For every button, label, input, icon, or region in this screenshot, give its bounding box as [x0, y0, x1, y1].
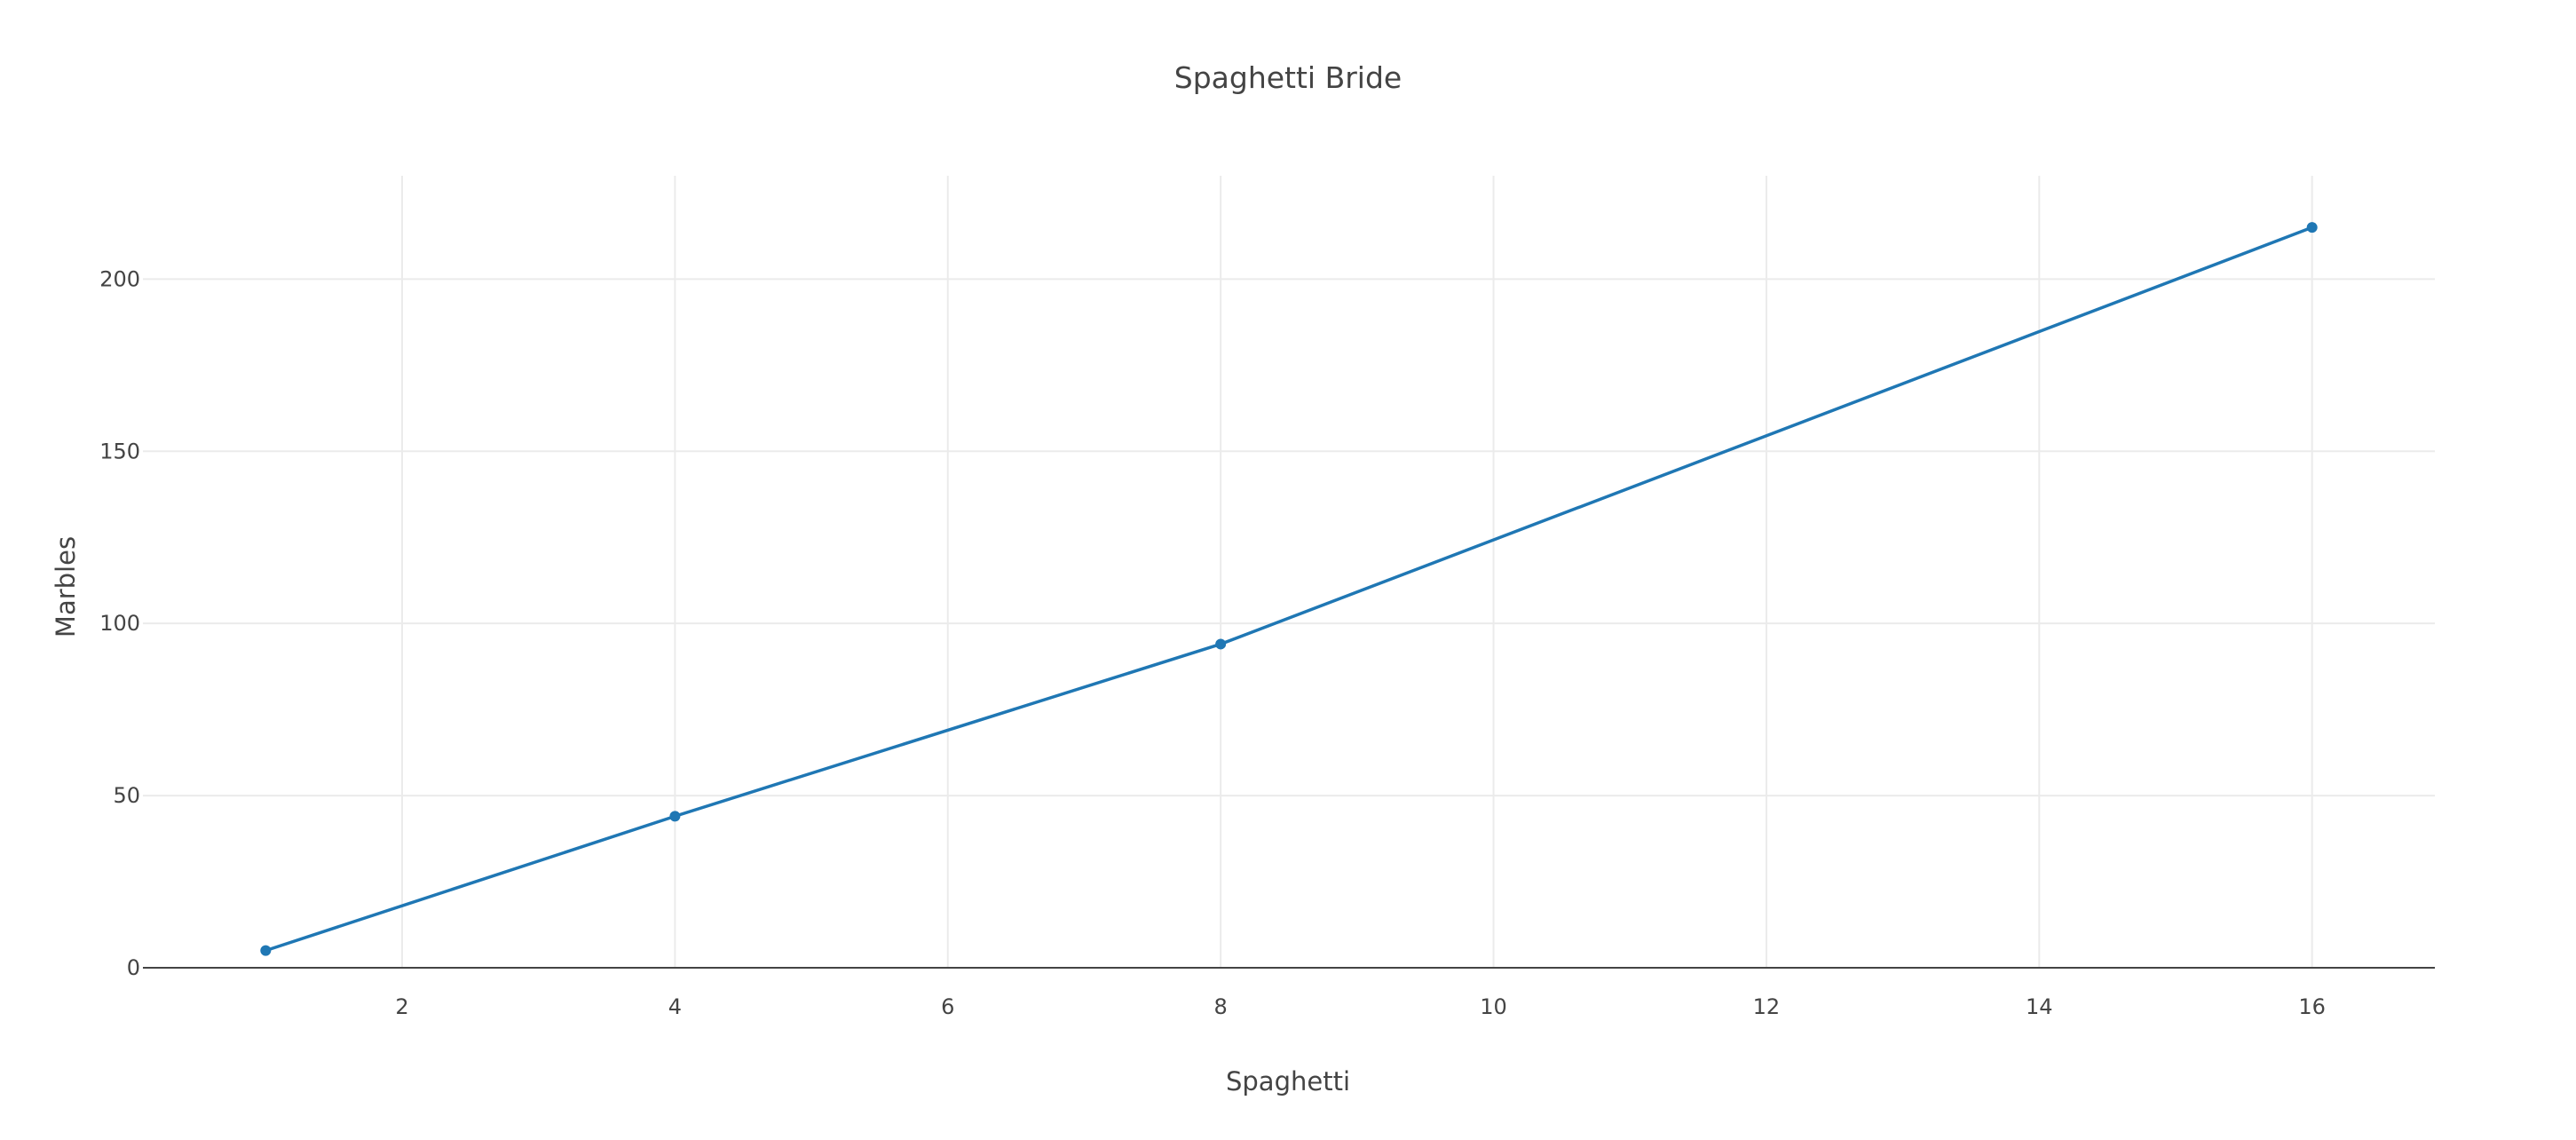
x-tick-label: 14	[2026, 994, 2053, 1019]
y-tick-label: 200	[99, 266, 140, 291]
y-gridlines	[143, 278, 2435, 797]
series-group	[260, 222, 2318, 956]
x-axis-title: Spaghetti	[1226, 1066, 1350, 1096]
x-tick-label: 6	[941, 994, 954, 1019]
x-tick-label: 8	[1214, 994, 1228, 1019]
data-point[interactable]	[2306, 222, 2318, 234]
x-tick-label: 4	[668, 994, 682, 1019]
y-tick-labels: 0 50 100 150 200	[99, 266, 140, 980]
series-line	[265, 226, 2313, 953]
y-axis-title: Marbles	[51, 536, 81, 637]
x-tick-label: 12	[1753, 994, 1781, 1019]
data-point[interactable]	[260, 945, 272, 956]
x-tick-labels: 2 4 6 8 10 12 14 16	[395, 994, 2326, 1019]
data-point[interactable]	[669, 811, 681, 822]
y-tick-label: 150	[99, 439, 140, 463]
x-tick-label: 2	[395, 994, 408, 1019]
y-tick-label: 50	[113, 783, 140, 808]
y-tick-label: 100	[99, 611, 140, 636]
x-tick-label: 10	[1480, 994, 1507, 1019]
data-point[interactable]	[1215, 638, 1227, 650]
x-gridlines	[401, 176, 2313, 968]
y-tick-label: 0	[127, 955, 140, 980]
x-tick-label: 16	[2298, 994, 2326, 1019]
chart-title: Spaghetti Bride	[1174, 60, 1402, 95]
